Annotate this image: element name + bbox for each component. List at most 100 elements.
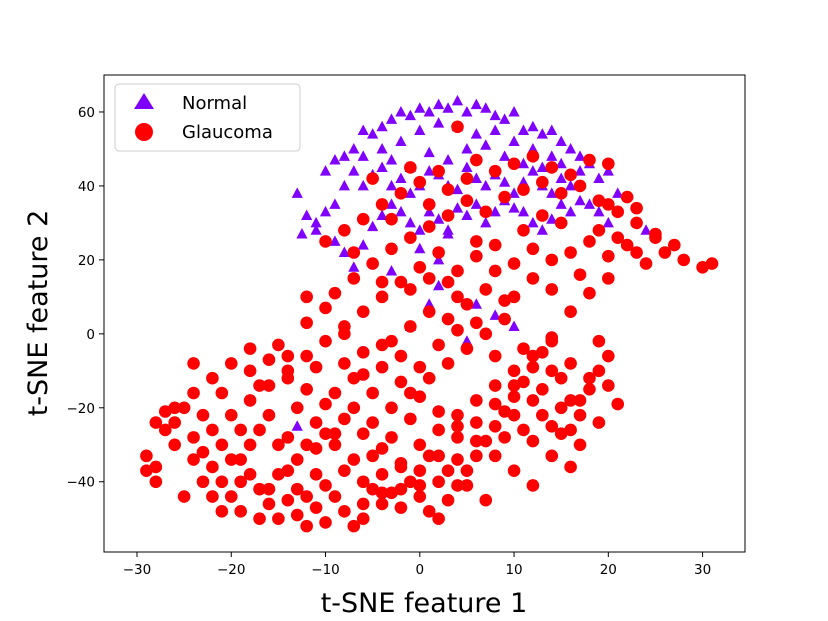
glaucoma-point (470, 449, 483, 463)
glaucoma-point (488, 379, 502, 392)
glaucoma-point (243, 468, 257, 481)
glaucoma-point (592, 194, 606, 208)
normal-point (423, 146, 435, 158)
glaucoma-point (441, 464, 455, 477)
glaucoma-point (451, 479, 464, 492)
normal-point (489, 205, 501, 217)
glaucoma-point (158, 405, 172, 418)
glaucoma-point (300, 490, 313, 503)
glaucoma-point (507, 390, 521, 403)
normal-point (517, 205, 530, 217)
glaucoma-point (432, 423, 445, 437)
x-tick-label: 20 (600, 562, 617, 578)
glaucoma-point (404, 161, 417, 174)
glaucoma-point (413, 438, 427, 452)
x-tick-label: 10 (505, 562, 522, 578)
normal-point (385, 113, 398, 124)
glaucoma-point (149, 416, 163, 429)
normal-point (357, 239, 369, 250)
glaucoma-point (602, 379, 615, 392)
glaucoma-point (422, 272, 436, 285)
glaucoma-point (366, 257, 379, 270)
glaucoma-point (356, 212, 370, 226)
normal-point (376, 120, 388, 132)
legend-box (114, 83, 301, 152)
glaucoma-point (375, 360, 389, 374)
normal-point (546, 213, 558, 224)
glaucoma-point (498, 431, 511, 444)
glaucoma-point (602, 198, 615, 211)
glaucoma-point (319, 479, 332, 492)
glaucoma-point (356, 497, 370, 511)
normal-point (470, 98, 482, 110)
normal-point (348, 261, 360, 272)
normal-point (565, 205, 577, 217)
normal-point (565, 142, 577, 154)
glaucoma-point (573, 408, 587, 422)
glaucoma-point (375, 290, 389, 304)
glaucoma-point (677, 253, 691, 267)
glaucoma-point (630, 201, 643, 215)
glaucoma-point (441, 209, 455, 222)
glaucoma-point (309, 442, 323, 455)
glaucoma-point (564, 168, 577, 182)
normal-point (451, 183, 464, 195)
glaucoma-point (488, 449, 502, 463)
glaucoma-point (234, 475, 247, 489)
glaucoma-point (253, 482, 266, 496)
normal-point (574, 194, 586, 206)
glaucoma-point (592, 364, 606, 378)
glaucoma-point (394, 501, 408, 514)
glaucoma-point (385, 486, 398, 500)
glaucoma-point (460, 172, 474, 185)
glaucoma-point (290, 508, 304, 522)
glaucoma-point (441, 493, 455, 507)
glaucoma-point (177, 401, 191, 415)
glaucoma-point (300, 349, 313, 363)
normal-point (451, 202, 464, 213)
normal-point (546, 187, 558, 198)
glaucoma-point (488, 349, 502, 363)
glaucoma-point (413, 260, 427, 274)
normal-point (527, 120, 539, 132)
glaucoma-point (281, 493, 295, 507)
glaucoma-point (470, 416, 483, 429)
normal-point (442, 102, 454, 113)
glaucoma-point (347, 453, 361, 466)
glaucoma-point (413, 490, 427, 503)
data-points-layer (140, 94, 719, 533)
glaucoma-point (347, 401, 361, 415)
y-tick-label: −40 (67, 475, 96, 491)
normal-point (338, 179, 350, 191)
glaucoma-point (545, 364, 559, 378)
glaucoma-point (215, 438, 229, 452)
glaucoma-point (300, 438, 313, 452)
glaucoma-point (536, 175, 549, 189)
normal-point (404, 187, 416, 198)
glaucoma-point (432, 246, 445, 259)
normal-point (385, 154, 398, 165)
glaucoma-point (187, 431, 200, 444)
glaucoma-point (432, 338, 445, 352)
normal-point (442, 228, 454, 239)
normal-point (433, 98, 445, 110)
normal-point (461, 209, 473, 221)
normal-point (555, 198, 567, 209)
glaucoma-point (517, 342, 530, 355)
glaucoma-point (394, 460, 408, 474)
glaucoma-point (441, 275, 455, 289)
normal-point (404, 216, 416, 228)
y-tick-label: −20 (67, 401, 96, 417)
glaucoma-point (470, 235, 483, 248)
glaucoma-point (451, 120, 464, 134)
normal-point (508, 202, 520, 213)
normal-point (348, 142, 360, 154)
normal-point (310, 224, 322, 235)
normal-point (461, 161, 473, 172)
glaucoma-point (404, 386, 417, 400)
normal-point (451, 94, 464, 106)
normal-point (291, 420, 303, 431)
glaucoma-point (488, 419, 502, 433)
normal-point (555, 135, 567, 147)
